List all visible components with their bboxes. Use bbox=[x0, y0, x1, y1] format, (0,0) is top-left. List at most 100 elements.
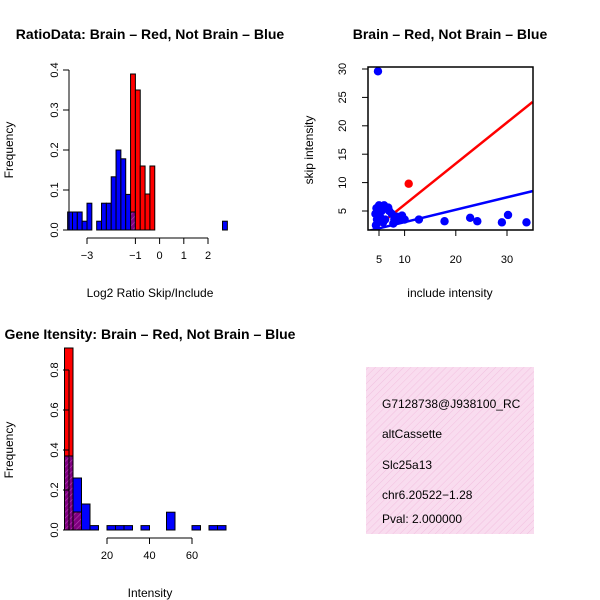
ratio-x-ticks: −3 −1 0 1 2 bbox=[81, 238, 211, 262]
scatter-point-not-brain-15 bbox=[371, 221, 381, 230]
intensity-ytick-label-2: 0.4 bbox=[49, 442, 61, 457]
intensity-xtick-label-0: 20 bbox=[101, 550, 113, 562]
intensity-bar-not-brain-3 bbox=[89, 525, 99, 531]
ratio-bar-overlap-13 bbox=[130, 211, 136, 231]
intensity-histogram-panel: Gene Itensity: Brain – Red, Not Brain – … bbox=[2, 326, 296, 600]
ratio-bar-not-brain-12 bbox=[125, 193, 132, 231]
info-panel-right-mask bbox=[534, 380, 600, 540]
scatter-point-not-brain-19 bbox=[465, 213, 475, 223]
intensity-bar-not-brain-7 bbox=[123, 525, 133, 531]
ratio-bar-not-brain-11 bbox=[120, 158, 127, 231]
scatter-xtick-label-0: 5 bbox=[376, 254, 382, 266]
ratio-bar-not-brain-8 bbox=[105, 202, 112, 231]
scatter-xtick-label-2: 20 bbox=[450, 254, 462, 266]
ratio-bar-brain-17 bbox=[149, 165, 156, 231]
ratio-ytick-label-3: 0.3 bbox=[49, 102, 61, 117]
scatter-xtick-label-1: 10 bbox=[398, 254, 410, 266]
scatter-x-ticks: 5 10 20 30 bbox=[376, 230, 513, 266]
scatter-xtick-label-3: 30 bbox=[501, 254, 513, 266]
intensity-bar-not-brain-9 bbox=[140, 525, 150, 531]
intensity-x-label: Intensity bbox=[128, 586, 173, 600]
intensity-ytick-label-1: 0.2 bbox=[49, 482, 61, 497]
intensity-ytick-label-0: 0.0 bbox=[49, 522, 61, 537]
ratio-bar-not-brain-32 bbox=[222, 220, 228, 231]
info-panel: G7128738@J938100_RC altCassette Slc25a13… bbox=[366, 367, 534, 534]
scatter-ytick-label-5: 30 bbox=[337, 63, 349, 75]
ratio-bar-brain-15 bbox=[139, 165, 146, 231]
ratio-bar-not-brain-1 bbox=[71, 211, 78, 231]
scatter-title: Brain – Red, Not Brain – Blue bbox=[353, 26, 548, 42]
scatter-point-not-brain-21 bbox=[497, 218, 507, 227]
ratio-bar-not-brain-10 bbox=[115, 149, 122, 231]
scatter-ytick-label-2: 15 bbox=[337, 148, 349, 160]
scatter-point-brain-1 bbox=[368, 229, 372, 230]
intensity-histogram-title: Gene Itensity: Brain – Red, Not Brain – … bbox=[5, 326, 296, 342]
info-pval: Pval: 2.000000 bbox=[382, 512, 462, 526]
scatter-point-not-brain-22 bbox=[503, 210, 513, 220]
info-location: chr6.20522−1.28 bbox=[382, 488, 473, 502]
ratio-xtick-label-2: 0 bbox=[157, 250, 163, 262]
intensity-bar-not-brain-2 bbox=[81, 503, 91, 531]
scatter-point-not-brain-18 bbox=[440, 217, 449, 226]
scatter-x-label: include intensity bbox=[407, 286, 492, 300]
scatter-ytick-label-0: 5 bbox=[337, 208, 349, 214]
ratio-xtick-label-1: −1 bbox=[129, 250, 142, 262]
ratio-bar-not-brain-2 bbox=[76, 211, 83, 231]
ratio-xtick-label-4: 2 bbox=[205, 250, 211, 262]
scatter-point-not-brain-0 bbox=[373, 67, 383, 76]
scatter-y-label: skip intensity bbox=[302, 116, 316, 185]
intensity-ytick-label-3: 0.6 bbox=[49, 402, 61, 417]
intensity-bar-not-brain-5 bbox=[106, 525, 116, 531]
scatter-point-not-brain-26 bbox=[384, 203, 393, 212]
ratio-histogram-panel: RatioData: Brain – Red, Not Brain – Blue… bbox=[2, 26, 284, 300]
scatter-point-not-brain-20 bbox=[473, 217, 482, 226]
scatter-plot-frame bbox=[367, 66, 534, 231]
intensity-xtick-label-2: 60 bbox=[186, 550, 198, 562]
ratio-ytick-label-4: 0.4 bbox=[49, 62, 61, 77]
ratio-histogram-title: RatioData: Brain – Red, Not Brain – Blue bbox=[16, 26, 285, 42]
scatter-point-not-brain-28 bbox=[397, 211, 407, 220]
info-event-type: altCassette bbox=[382, 427, 442, 441]
ratio-bar-not-brain-7 bbox=[101, 202, 107, 231]
info-gene-name: Slc25a13 bbox=[382, 458, 432, 472]
ratio-bar-brain-16 bbox=[144, 193, 151, 231]
scatter-ytick-label-4: 25 bbox=[337, 91, 349, 103]
info-event-id: G7128738@J938100_RC bbox=[382, 397, 521, 411]
scatter-point-not-brain-17 bbox=[414, 215, 424, 224]
ratio-xtick-label-3: 1 bbox=[181, 250, 187, 262]
intensity-y-label: Frequency bbox=[2, 422, 16, 479]
ratio-y-ticks: 0.0 0.1 0.2 0.3 0.4 bbox=[49, 62, 69, 238]
scatter-panel: Brain – Red, Not Brain – Blue 5 10 20 30 5 1… bbox=[302, 26, 547, 300]
intensity-histogram-bars bbox=[64, 347, 227, 531]
ratio-bar-brain-14 bbox=[134, 89, 141, 231]
ratio-bar-not-brain-0 bbox=[67, 211, 73, 231]
ratio-histogram-bars bbox=[67, 73, 228, 231]
intensity-bar-not-brain-15 bbox=[191, 525, 201, 531]
ratio-xtick-label-0: −3 bbox=[81, 250, 94, 262]
intensity-bar-not-brain-6 bbox=[115, 525, 125, 531]
intensity-bar-not-brain-12 bbox=[166, 511, 176, 531]
ratio-bar-not-brain-4 bbox=[86, 202, 93, 231]
ratio-y-label: Frequency bbox=[2, 122, 16, 179]
intensity-bar-not-brain-17 bbox=[208, 525, 218, 531]
scatter-point-brain-0 bbox=[404, 179, 413, 188]
info-panel-background bbox=[366, 367, 534, 534]
ratio-ytick-label-0: 0.0 bbox=[49, 222, 61, 237]
ratio-bar-not-brain-9 bbox=[110, 176, 117, 231]
scatter-y-ticks: 5 10 15 20 25 30 bbox=[337, 63, 368, 214]
ratio-bar-brain-13 bbox=[130, 73, 136, 231]
scatter-point-not-brain-16 bbox=[389, 219, 398, 228]
scatter-ytick-label-3: 20 bbox=[337, 120, 349, 132]
ratio-ytick-label-2: 0.2 bbox=[49, 142, 61, 157]
intensity-bar-not-brain-18 bbox=[217, 525, 227, 531]
intensity-bar-overlap-1 bbox=[72, 511, 82, 531]
scatter-point-not-brain-25 bbox=[377, 206, 386, 216]
ratio-x-label: Log2 Ratio Skip/Include bbox=[87, 286, 214, 300]
scatter-point-not-brain-23 bbox=[522, 218, 531, 227]
scatter-point-not-brain-14 bbox=[378, 218, 388, 227]
intensity-xtick-label-1: 40 bbox=[143, 550, 155, 562]
intensity-x-ticks: 20 40 60 bbox=[101, 538, 198, 562]
ratio-bar-not-brain-3 bbox=[81, 220, 88, 231]
scatter-points bbox=[368, 67, 531, 230]
